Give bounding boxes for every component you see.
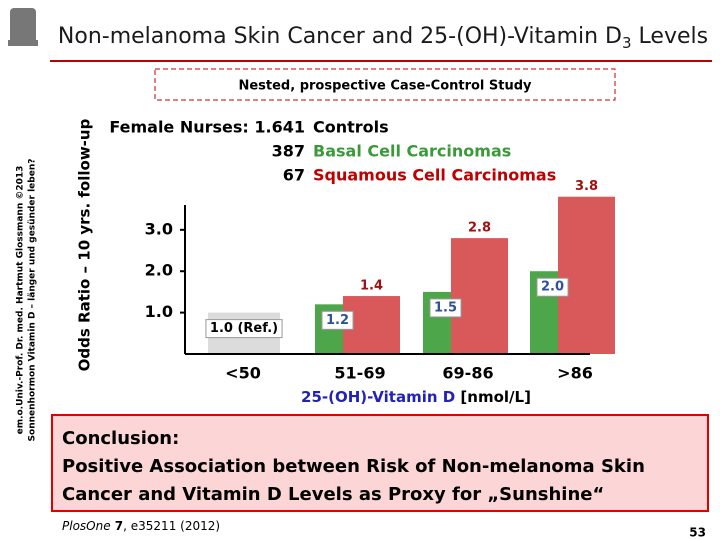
citation: PlosOne 7, e35211 (2012) bbox=[62, 519, 220, 533]
value-label-box bbox=[536, 277, 569, 297]
legend-entry: Basal Cell Carcinomas bbox=[313, 142, 511, 161]
title-part: Non-melanoma Skin Cancer and 25-(OH)-Vit… bbox=[58, 24, 622, 49]
subtitle-box bbox=[154, 68, 616, 101]
conclusion-line: Conclusion: bbox=[62, 428, 179, 449]
x-tick-label: >86 bbox=[557, 364, 593, 383]
value-label: 1.0 (Ref.) bbox=[210, 321, 278, 336]
title-subscript: 3 bbox=[622, 34, 632, 52]
y-tick-label: 3.0 bbox=[145, 219, 173, 238]
legend-count: Female Nurses: 1.641 bbox=[109, 118, 305, 137]
value-label-box bbox=[205, 319, 283, 339]
x-label-part: 25-(OH)-Vitamin D bbox=[301, 388, 455, 406]
title-part: Levels bbox=[632, 24, 709, 49]
bar bbox=[451, 238, 508, 354]
value-label: 1.2 bbox=[326, 313, 349, 328]
x-tick-label: <50 bbox=[225, 364, 261, 383]
y-tick-label: 2.0 bbox=[145, 261, 173, 280]
value-label-box bbox=[429, 298, 462, 318]
legend-entry: Controls bbox=[313, 118, 389, 137]
conclusion-box bbox=[51, 414, 709, 512]
side-note: Sonnenhormon Vitamin D – länger und gesü… bbox=[28, 159, 38, 442]
value-label: 1.4 bbox=[360, 279, 383, 294]
subtitle: Nested, prospective Case-Control Study bbox=[238, 79, 532, 94]
value-label-box bbox=[321, 310, 354, 330]
page-number: 53 bbox=[689, 526, 706, 540]
legend-count: 67 bbox=[283, 166, 305, 185]
value-label: 3.8 bbox=[575, 179, 598, 194]
x-tick-label: 51-69 bbox=[334, 364, 385, 383]
title: Non-melanoma Skin Cancer and 25-(OH)-Vit… bbox=[58, 24, 708, 52]
value-label: 1.5 bbox=[434, 300, 457, 315]
x-axis-label: 25-(OH)-Vitamin D [nmol/L] bbox=[301, 388, 531, 406]
legend-entry: Squamous Cell Carcinomas bbox=[313, 166, 556, 185]
y-axis-label: Odds Ratio – 10 yrs. follow-up bbox=[76, 118, 94, 371]
bar bbox=[558, 196, 615, 354]
x-tick-label: 69-86 bbox=[442, 364, 493, 383]
citation-part: PlosOne bbox=[62, 519, 111, 533]
side-note: em.o.Univ.-Prof. Dr. med. Hartmut Glossm… bbox=[16, 166, 26, 435]
x-label-part: [nmol/L] bbox=[455, 388, 531, 406]
y-tick-label: 1.0 bbox=[145, 302, 173, 321]
logo bbox=[8, 8, 38, 46]
legend-count: 387 bbox=[272, 142, 305, 161]
citation-part: 7 bbox=[111, 519, 124, 533]
value-label: 2.0 bbox=[541, 280, 564, 295]
value-label: 2.8 bbox=[468, 221, 491, 236]
citation-part: , e35211 (2012) bbox=[123, 519, 220, 533]
conclusion-line: Cancer and Vitamin D Levels as Proxy for… bbox=[62, 484, 604, 505]
conclusion-line: Positive Association between Risk of Non… bbox=[62, 456, 645, 477]
